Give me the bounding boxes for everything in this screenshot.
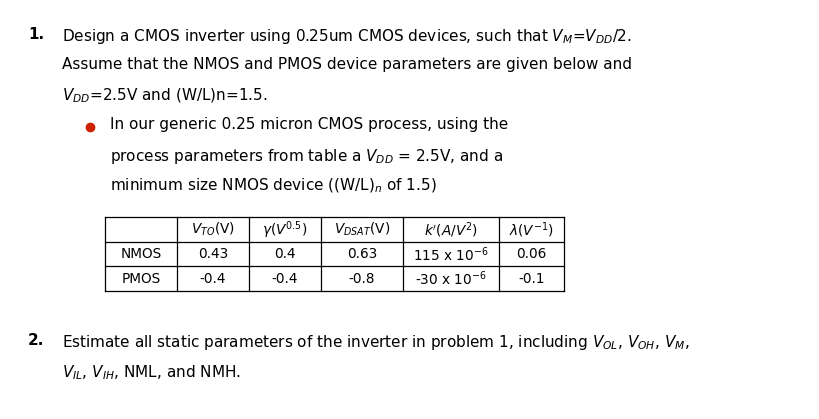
Text: -30 x 10$^{-6}$: -30 x 10$^{-6}$ xyxy=(414,269,486,288)
Text: -0.1: -0.1 xyxy=(518,272,544,286)
Text: NMOS: NMOS xyxy=(120,247,161,261)
Text: 1.: 1. xyxy=(28,27,44,42)
Text: 0.06: 0.06 xyxy=(516,247,546,261)
Text: Estimate all static parameters of the inverter in problem 1, including $V_{OL}$,: Estimate all static parameters of the in… xyxy=(62,333,689,352)
Text: PMOS: PMOS xyxy=(121,272,161,286)
Text: In our generic 0.25 micron CMOS process, using the: In our generic 0.25 micron CMOS process,… xyxy=(110,117,508,132)
Text: $V_{TO}$(V): $V_{TO}$(V) xyxy=(191,221,235,238)
Text: $V_{IL}$, $V_{IH}$, NML, and NMH.: $V_{IL}$, $V_{IH}$, NML, and NMH. xyxy=(62,363,241,382)
Text: process parameters from table a $V_{DD}$ = 2.5V, and a: process parameters from table a $V_{DD}$… xyxy=(110,147,503,166)
Text: 0.43: 0.43 xyxy=(197,247,228,261)
Text: $\gamma(V^{0.5})$: $\gamma(V^{0.5})$ xyxy=(262,219,307,241)
Text: $V_{DD}$=2.5V and (W/L)n=1.5.: $V_{DD}$=2.5V and (W/L)n=1.5. xyxy=(62,87,267,106)
Text: $\lambda(V^{-1})$: $\lambda(V^{-1})$ xyxy=(509,220,554,240)
Text: -0.4: -0.4 xyxy=(271,272,298,286)
Text: Assume that the NMOS and PMOS device parameters are given below and: Assume that the NMOS and PMOS device par… xyxy=(62,57,631,72)
Text: 0.4: 0.4 xyxy=(274,247,296,261)
Text: 0.63: 0.63 xyxy=(346,247,377,261)
Text: $V_{DSAT}$(V): $V_{DSAT}$(V) xyxy=(333,221,390,238)
Text: -0.4: -0.4 xyxy=(200,272,226,286)
Text: 2.: 2. xyxy=(28,333,44,348)
Text: minimum size NMOS device ((W/L)$_n$ of 1.5): minimum size NMOS device ((W/L)$_n$ of 1… xyxy=(110,177,437,195)
Text: Design a CMOS inverter using 0.25um CMOS devices, such that $V_M$=$V_{DD}$/2.: Design a CMOS inverter using 0.25um CMOS… xyxy=(62,27,631,46)
Text: 115 x 10$^{-6}$: 115 x 10$^{-6}$ xyxy=(413,245,488,264)
Text: -0.8: -0.8 xyxy=(348,272,375,286)
Text: $k'(A/V^2)$: $k'(A/V^2)$ xyxy=(423,220,477,240)
